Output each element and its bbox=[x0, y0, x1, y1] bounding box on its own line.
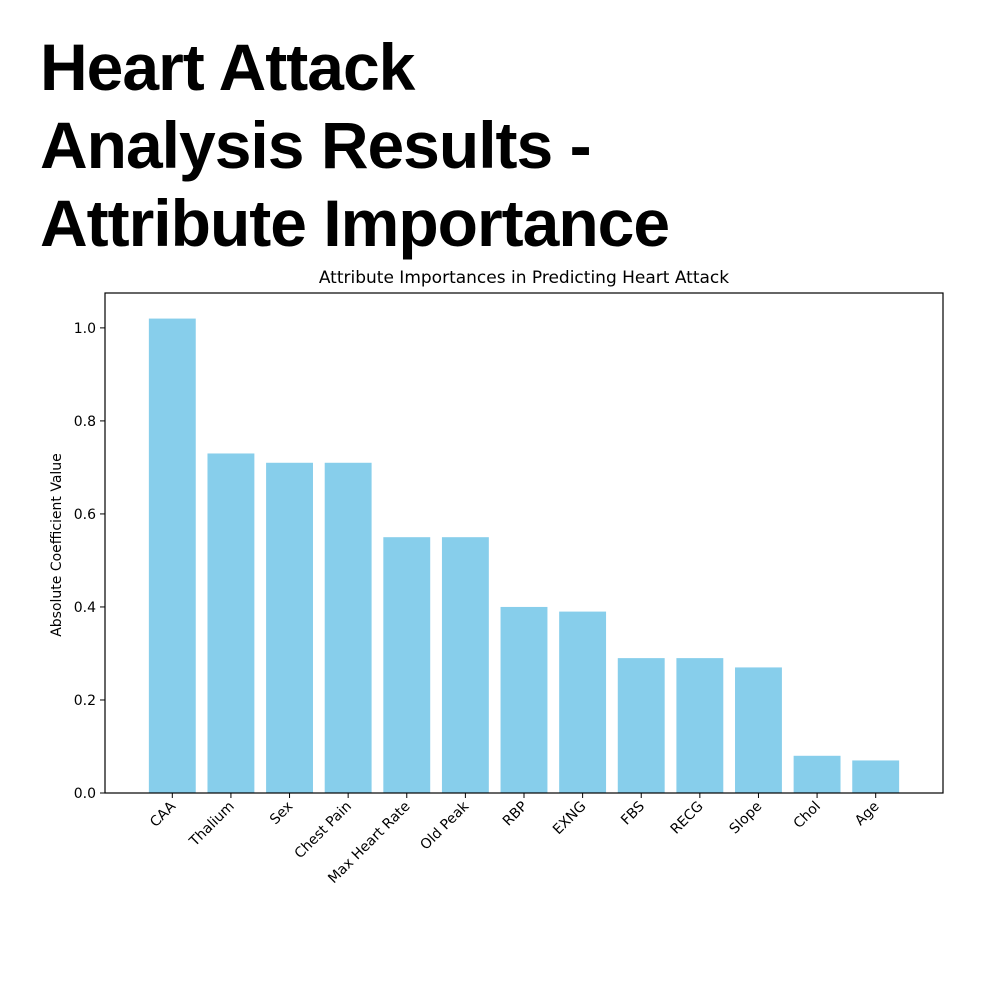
page-title-line-1: Heart Attack bbox=[40, 30, 415, 104]
page-title-line-3: Attribute Importance bbox=[40, 186, 670, 260]
x-tick-label-rbp: RBP bbox=[500, 799, 531, 830]
bar-max-heart-rate bbox=[383, 537, 431, 793]
bar-caa bbox=[148, 318, 196, 793]
bars-group bbox=[148, 318, 900, 793]
x-tick-label-fbs: FBS bbox=[618, 798, 648, 828]
bar-fbs bbox=[617, 658, 665, 793]
bar-recg bbox=[676, 658, 724, 793]
page-title-line-2: Analysis Results - bbox=[40, 108, 592, 182]
bar-sex bbox=[266, 462, 313, 793]
y-tick-label: 0.2 bbox=[74, 693, 96, 709]
chart-title: Attribute Importances in Predicting Hear… bbox=[319, 268, 729, 288]
x-tick-label-chol: Chol bbox=[791, 799, 824, 832]
bar-thalium bbox=[207, 453, 255, 793]
y-tick-label: 0.6 bbox=[74, 507, 96, 523]
x-tick-label-caa: CAA bbox=[147, 798, 179, 830]
x-tick-label-old-peak: Old Peak bbox=[417, 798, 472, 853]
page-title: Heart Attack Analysis Results - Attribut… bbox=[40, 28, 940, 262]
bar-chest-pain bbox=[324, 462, 372, 793]
x-tick-label-age: Age bbox=[852, 799, 882, 829]
bar-slope bbox=[735, 667, 782, 793]
y-tick-label: 0.8 bbox=[74, 414, 96, 430]
bar-chol bbox=[793, 755, 841, 793]
x-tick-label-recg: RECG bbox=[668, 799, 707, 838]
bar-age bbox=[852, 760, 900, 793]
x-tick-label-sex: Sex bbox=[267, 799, 296, 828]
y-axis: 0.0 0.2 0.4 0.6 0.8 1.0 bbox=[74, 321, 105, 802]
bar-rbp bbox=[500, 606, 548, 793]
y-tick-label: 1.0 bbox=[74, 321, 96, 337]
y-tick-label: 0.0 bbox=[74, 786, 96, 802]
x-tick-label-exng: EXNG bbox=[550, 799, 589, 838]
x-tick-label-slope: Slope bbox=[727, 799, 766, 838]
bar-old-peak bbox=[441, 537, 489, 793]
x-tick-label-chest-pain: Chest Pain bbox=[292, 799, 355, 862]
y-tick-label: 0.4 bbox=[74, 600, 96, 616]
plot-frame bbox=[104, 292, 944, 794]
y-axis-label: Absolute Coefficient Value bbox=[49, 453, 65, 637]
bar-exng bbox=[559, 611, 607, 793]
x-tick-label-thalium: Thalium bbox=[186, 799, 238, 851]
bar-chart: Attribute Importances in Predicting Hear… bbox=[49, 268, 944, 887]
